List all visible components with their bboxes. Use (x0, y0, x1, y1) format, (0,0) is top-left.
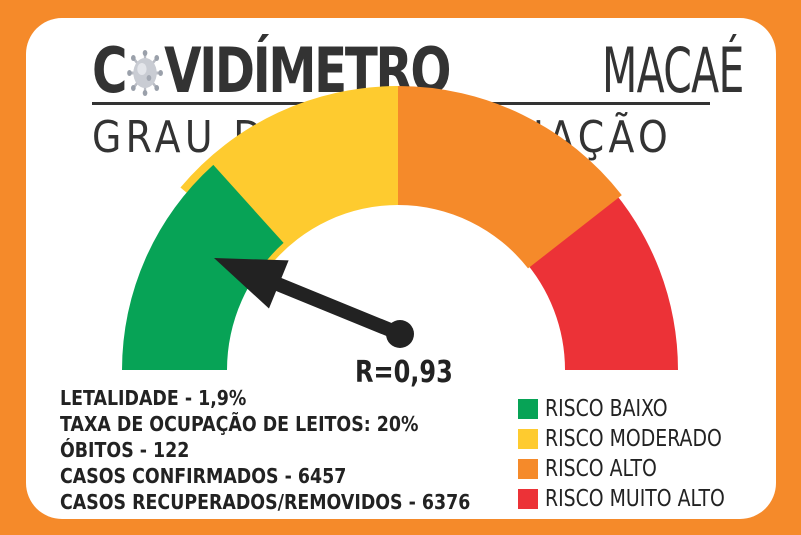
stat-obitos: ÓBITOS - 122 (60, 438, 190, 462)
gauge-needle (214, 258, 414, 348)
stat-letalidade: LETALIDADE - 1,9% (60, 386, 247, 410)
legend-item-risco-muito-alto: RISCO MUITO ALTO (518, 484, 764, 514)
stat-casos-recuperados: CASOS RECUPERADOS/REMOVIDOS - 6376 (60, 490, 471, 514)
gauge-segment-low (122, 164, 284, 370)
legend-item-risco-moderado: RISCO MODERADO (518, 424, 764, 454)
title-light: MACAÉ (602, 34, 744, 107)
r-value-label: R=0,93 (355, 355, 453, 390)
stat-ocupacao-leitos: TAXA DE OCUPAÇÃO DE LEITOS: 20% (60, 412, 419, 436)
legend-swatch (518, 399, 538, 419)
legend-item-risco-baixo: RISCO BAIXO (518, 394, 764, 424)
virus-icon (126, 50, 163, 96)
stats-list: LETALIDADE - 1,9% TAXA DE OCUPAÇÃO DE LE… (60, 385, 532, 515)
stat-casos-confirmados: CASOS CONFIRMADOS - 6457 (60, 464, 347, 488)
legend-label: RISCO BAIXO (545, 396, 668, 422)
needle-arrow (214, 258, 403, 341)
legend-swatch (518, 459, 538, 479)
legend-item-risco-alto: RISCO ALTO (518, 454, 764, 484)
gauge-segment-high (398, 86, 622, 269)
risk-legend: RISCO BAIXO RISCO MODERADO RISCO ALTO RI… (518, 394, 764, 514)
legend-swatch (518, 489, 538, 509)
legend-label: RISCO MODERADO (545, 426, 722, 452)
needle-hub (386, 320, 414, 348)
page-title: C VIDÍMETRO MACAÉ (92, 30, 744, 102)
legend-label: RISCO ALTO (545, 456, 657, 482)
legend-label: RISCO MUITO ALTO (545, 486, 725, 512)
legend-swatch (518, 429, 538, 449)
title-letter-c: C (92, 34, 127, 107)
